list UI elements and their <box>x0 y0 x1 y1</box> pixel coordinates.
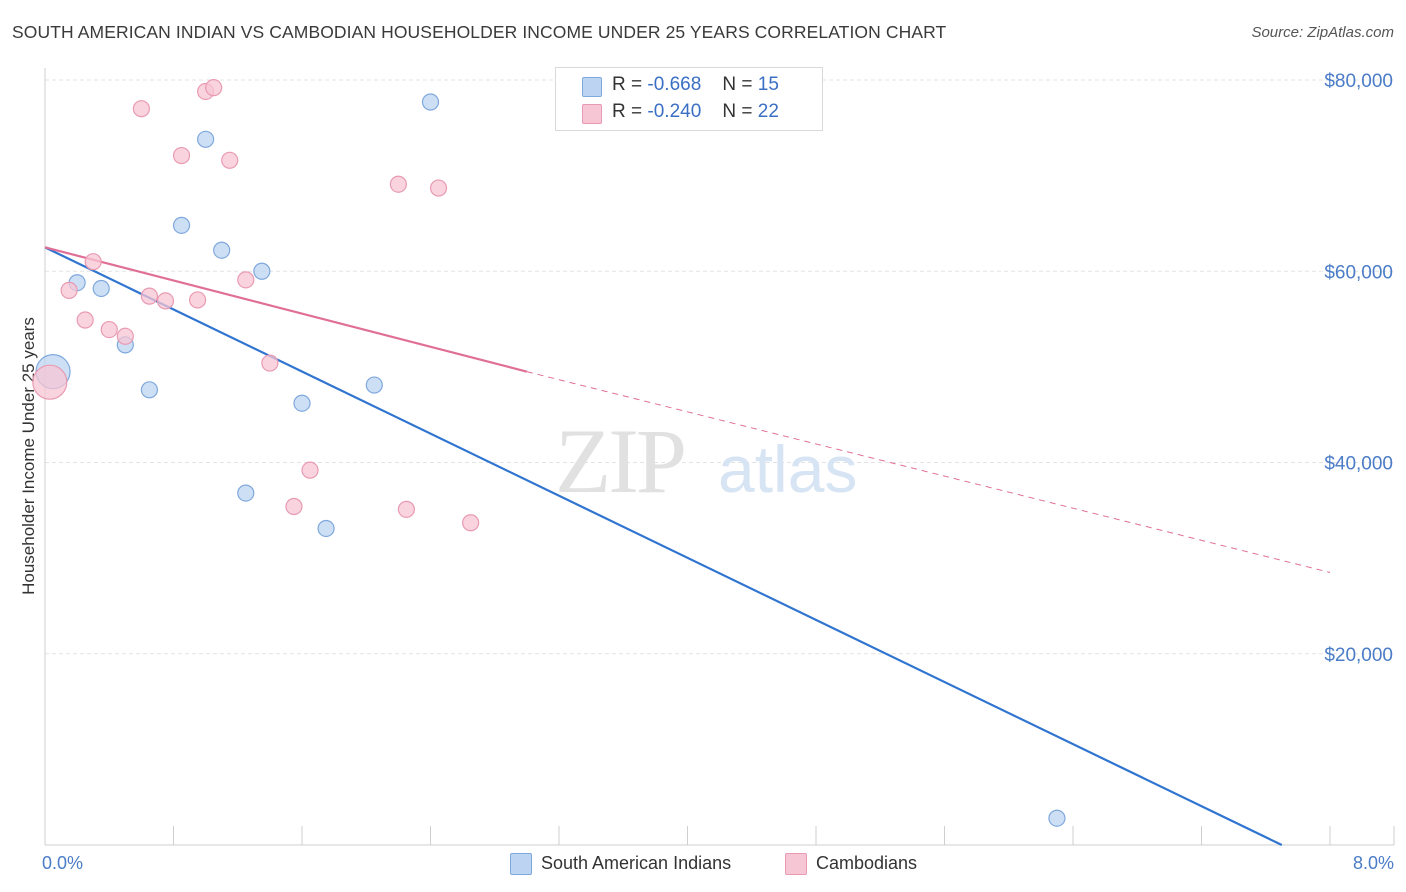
legend-swatch-pink <box>785 853 807 875</box>
point-pink <box>429 179 448 197</box>
trend-line-pink <box>44 246 528 373</box>
point-blue <box>317 519 335 538</box>
legend-n-value: 15 <box>757 74 779 95</box>
point-pink <box>397 500 416 518</box>
source-credit: Source: ZipAtlas.com <box>1251 24 1394 41</box>
trend-lines <box>44 246 1331 846</box>
point-pink <box>100 320 118 339</box>
y-tick-label: $40,000 <box>1324 454 1393 475</box>
point-blue <box>197 130 215 148</box>
x-tick-min: 0.0% <box>42 853 83 873</box>
point-blue <box>92 279 110 298</box>
point-pink <box>140 287 159 305</box>
legend-swatch-blue <box>582 77 602 97</box>
legend-n-value: 22 <box>757 101 779 122</box>
legend-swatch-blue <box>510 853 532 875</box>
legend-label: Cambodians <box>816 853 918 873</box>
point-pink <box>261 354 279 372</box>
watermark: ZIP atlas <box>555 410 857 512</box>
trend-extension-pink <box>526 371 1331 573</box>
y-axis-label: Householder Income Under 25 years <box>19 317 38 595</box>
point-blue <box>293 394 311 412</box>
point-pink <box>462 514 480 532</box>
point-blue <box>237 484 255 502</box>
axes <box>44 68 1395 846</box>
legend-r-value: -0.668 <box>647 74 702 95</box>
point-blue <box>421 93 440 111</box>
point-pink <box>132 100 150 118</box>
y-tick-labels: $20,000 $40,000 $60,000 $80,000 <box>1324 71 1393 666</box>
data-points <box>32 79 1066 827</box>
y-tick-label: $20,000 <box>1324 645 1393 666</box>
point-pink <box>76 311 94 329</box>
point-pink <box>301 461 319 479</box>
legend-r-label: R = <box>612 74 643 95</box>
point-pink <box>285 497 303 516</box>
point-pink <box>60 281 78 299</box>
legend-r-value: -0.240 <box>647 101 702 122</box>
legend-n-label: N = <box>722 101 753 122</box>
legend-label: South American Indians <box>541 853 732 873</box>
point-pink <box>205 79 223 97</box>
point-blue <box>213 241 231 259</box>
point-blue <box>365 376 383 394</box>
point-pink <box>389 175 407 193</box>
point-pink <box>116 327 134 345</box>
y-tick-label: $60,000 <box>1324 262 1393 283</box>
point-pink <box>84 253 102 271</box>
point-blue <box>140 381 159 399</box>
point-blue <box>172 216 191 234</box>
grid-lines <box>45 79 1394 655</box>
point-pink <box>188 291 207 309</box>
y-tick-label: $80,000 <box>1324 71 1393 92</box>
point-blue <box>253 262 271 280</box>
legend-n-label: N = <box>722 74 753 95</box>
point-pink <box>156 292 175 310</box>
watermark-zip: ZIP <box>555 410 684 512</box>
point-blue <box>1048 809 1066 827</box>
point-pink <box>237 271 255 289</box>
watermark-atlas: atlas <box>718 432 857 506</box>
trend-line-blue <box>44 246 1283 846</box>
legend-r-label: R = <box>612 101 643 122</box>
legend-swatch-pink <box>582 104 602 124</box>
point-pink <box>32 364 68 400</box>
correlation-legend: R = -0.668 N = 15 R = -0.240 N = 22 <box>555 67 823 131</box>
chart-title: SOUTH AMERICAN INDIAN VS CAMBODIAN HOUSE… <box>12 22 947 42</box>
point-pink <box>172 146 191 165</box>
point-pink <box>221 151 239 169</box>
x-tick-max: 8.0% <box>1353 853 1394 873</box>
